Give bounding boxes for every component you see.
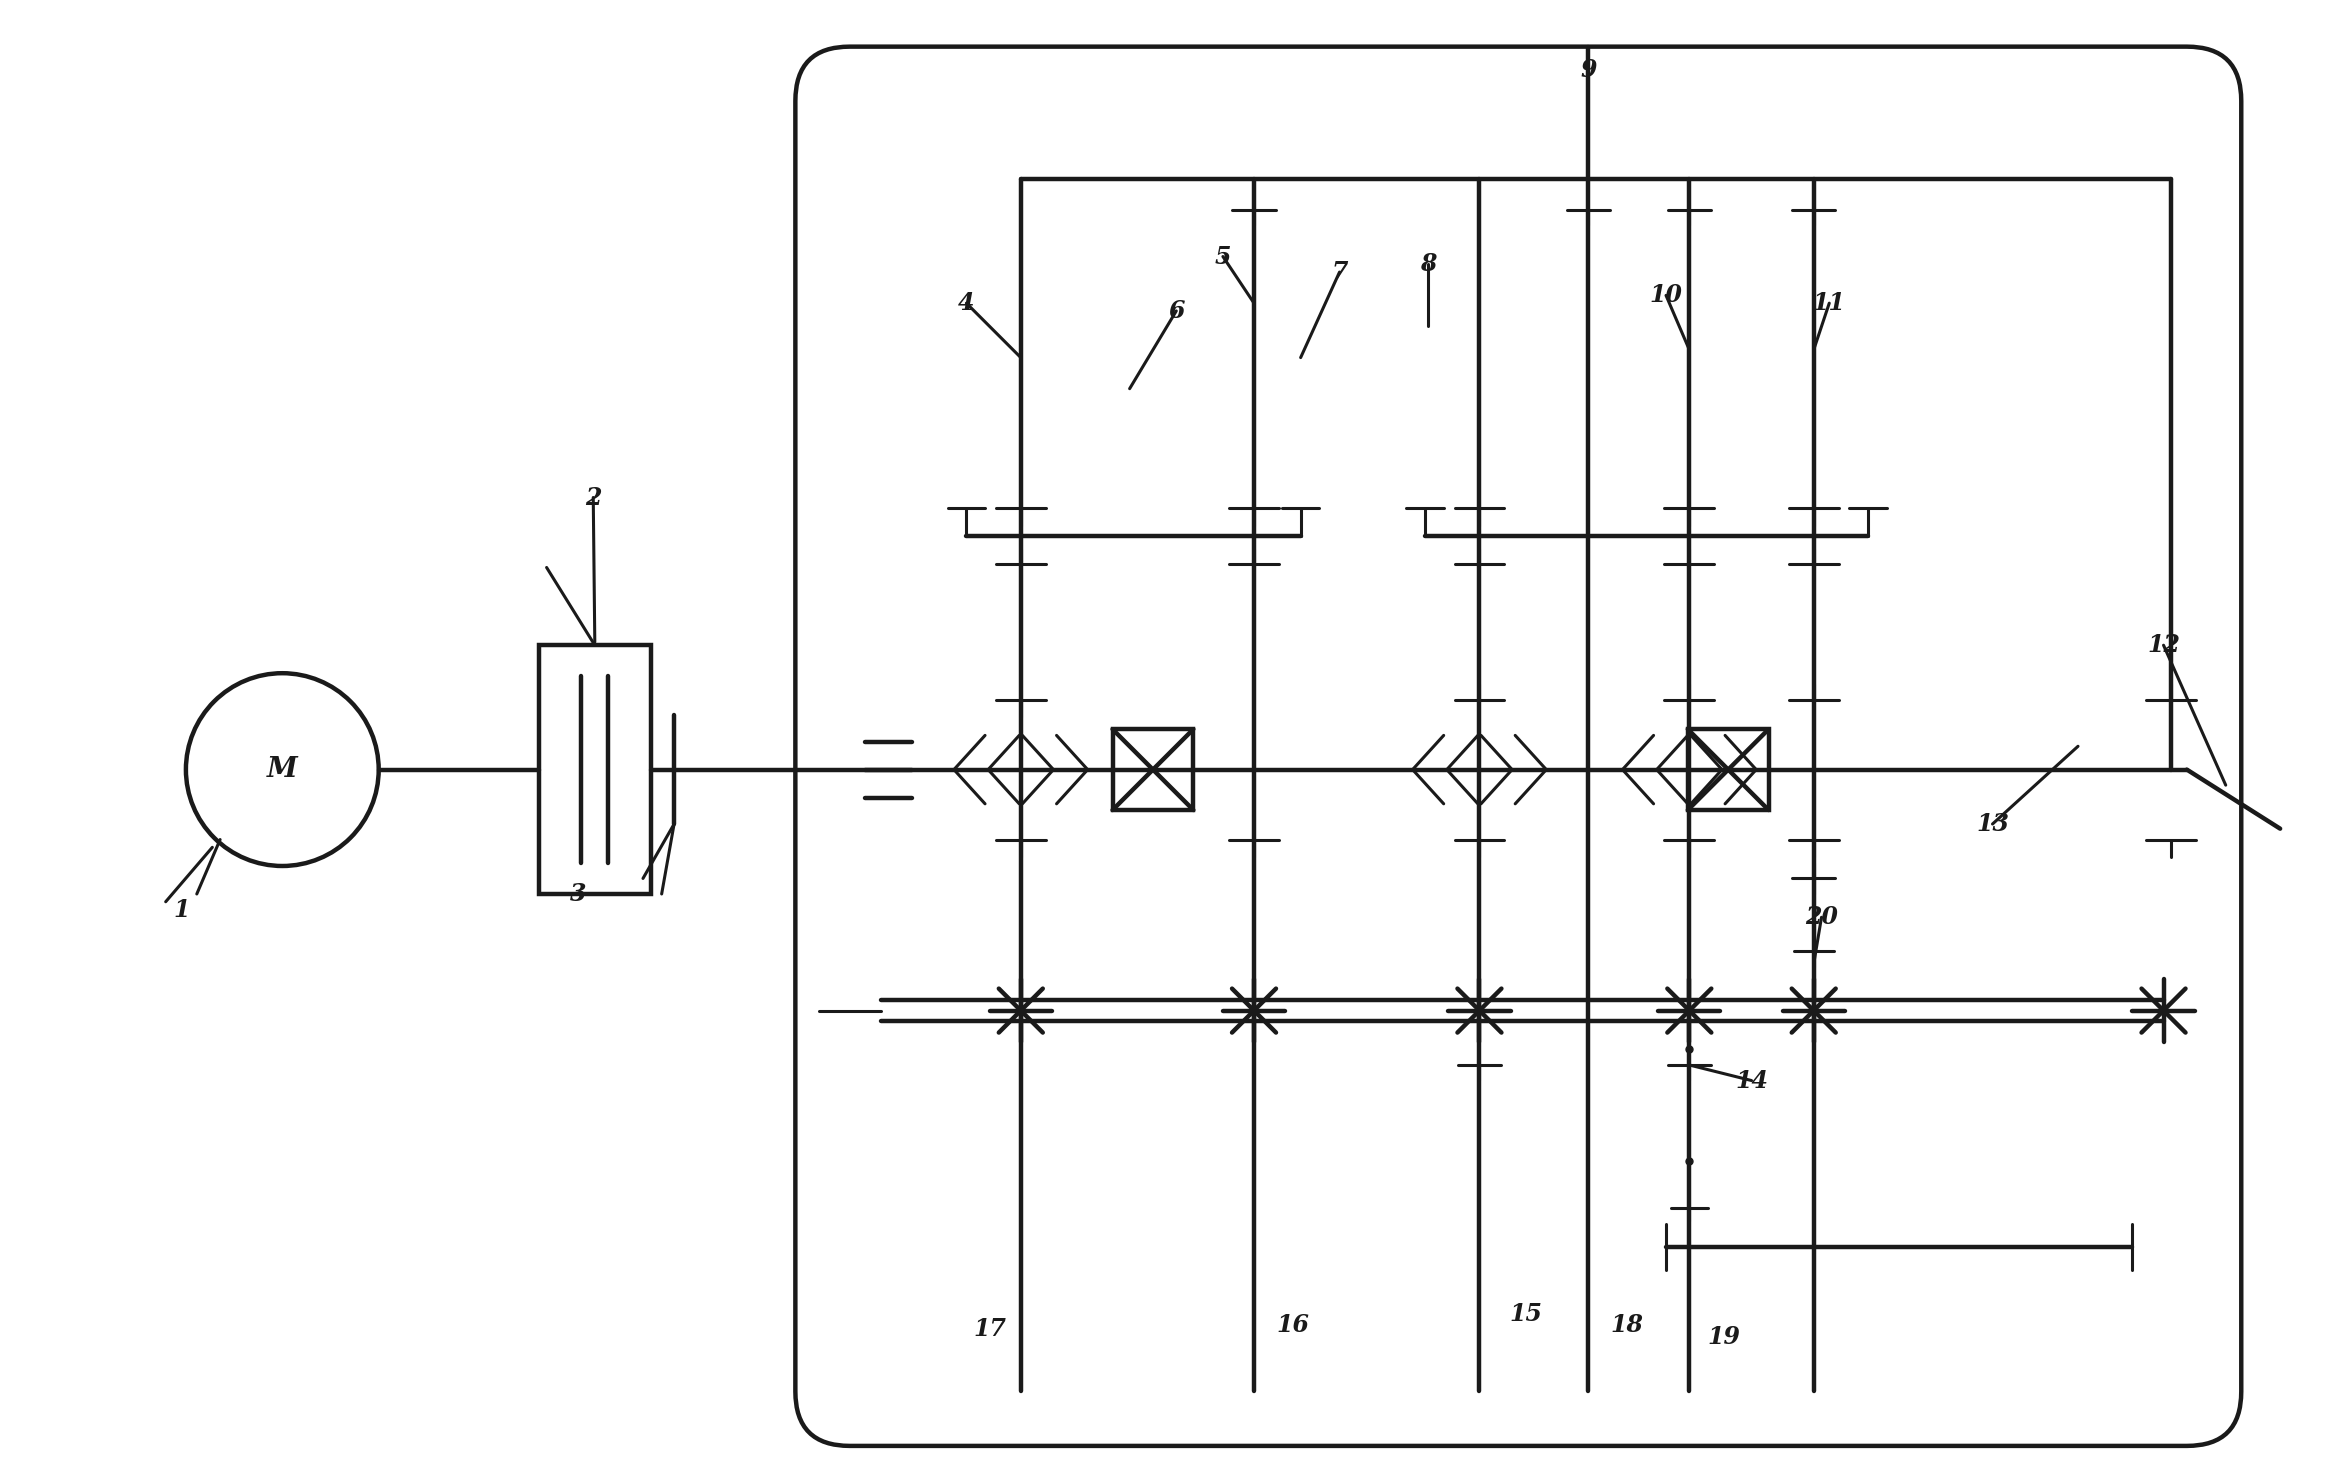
Text: 8: 8 <box>1421 253 1437 276</box>
Text: 11: 11 <box>1814 291 1846 315</box>
Text: 20: 20 <box>1804 905 1837 929</box>
Text: 2: 2 <box>584 486 601 510</box>
Text: 16: 16 <box>1276 1313 1309 1337</box>
Text: 12: 12 <box>2148 634 2180 657</box>
Text: 17: 17 <box>972 1317 1007 1341</box>
Text: 1: 1 <box>173 898 189 922</box>
Bar <box>1687 730 1769 809</box>
Text: M: M <box>266 756 297 783</box>
Text: 3: 3 <box>570 882 587 905</box>
Text: 14: 14 <box>1734 1068 1769 1093</box>
Text: 15: 15 <box>1510 1301 1542 1326</box>
Text: 18: 18 <box>1610 1313 1643 1337</box>
Bar <box>540 645 650 894</box>
Bar <box>1112 730 1194 809</box>
Text: 5: 5 <box>1215 245 1232 269</box>
Text: 6: 6 <box>1168 298 1185 323</box>
Text: 13: 13 <box>1977 812 2010 836</box>
Text: 19: 19 <box>1706 1325 1741 1349</box>
Text: 9: 9 <box>1580 58 1596 81</box>
Text: 10: 10 <box>1650 284 1683 307</box>
Text: 4: 4 <box>958 291 975 315</box>
Text: 7: 7 <box>1332 260 1348 284</box>
